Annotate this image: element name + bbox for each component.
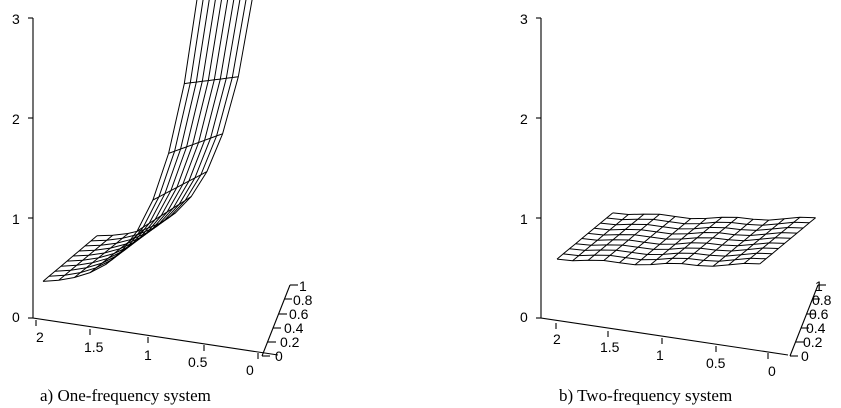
z-tick-label: 1	[520, 211, 528, 227]
mesh-line-y	[73, 0, 277, 256]
caption: a) One-frequency system	[40, 386, 211, 405]
x-tick-label: 1	[656, 347, 664, 363]
mesh-line-y	[43, 0, 247, 281]
z-tick-label: 2	[520, 111, 528, 127]
mesh-line-x	[651, 218, 707, 264]
surface-plot-one-frequency: 3 2 1 0 2 1.5 1 0.5 0 0 0.2 0.	[12, 0, 313, 405]
surface-mesh	[557, 213, 816, 266]
z-tick-label: 2	[12, 111, 20, 127]
z-axis: 3 2 1 0	[12, 11, 278, 355]
x-tick-label: 0.5	[706, 355, 726, 371]
y-tick-label: 1	[299, 278, 307, 294]
y-tick-label: 0.8	[293, 292, 313, 308]
mesh-line-x	[122, 213, 176, 251]
x-axis: 2 1.5 1 0.5 0	[553, 323, 776, 379]
x-axis: 2 1.5 1 0.5 0	[36, 320, 258, 378]
x-tick-label: 1.5	[84, 339, 104, 355]
z-tick-label: 3	[12, 11, 20, 27]
caption: b) Two-frequency system	[559, 386, 732, 405]
z-tick-label: 3	[520, 11, 528, 27]
y-tick-label: 0.2	[803, 334, 823, 350]
y-tick-label: 0	[801, 348, 809, 364]
mesh-line-x	[573, 215, 629, 261]
mesh-line-y	[67, 0, 271, 261]
mesh-line-x	[729, 219, 785, 265]
surface-mesh	[43, 0, 301, 281]
x-tick-label: 2	[36, 329, 44, 345]
z-axis: 3 2 1 0	[520, 11, 788, 355]
y-tick-label: 0.6	[289, 306, 309, 322]
surface-plot-two-frequency: 3 2 1 0 2 1.5 1 0.5 0 0 0.2 0.	[520, 11, 832, 405]
x-tick-label: 0	[768, 363, 776, 379]
x-tick-label: 0.5	[188, 354, 208, 370]
y-tick-label: 0.2	[280, 334, 300, 350]
mesh-line-y	[49, 0, 253, 276]
mesh-line-y	[55, 0, 259, 271]
mesh-line-x	[557, 213, 613, 259]
mesh-line-x	[184, 77, 238, 84]
y-tick-label: 0.8	[812, 292, 832, 308]
z-tick-label: 0	[12, 309, 20, 325]
mesh-line-y	[79, 0, 283, 251]
mesh-line-x	[682, 217, 738, 263]
z-tick-label: 1	[12, 211, 20, 227]
z-tick-label: 0	[520, 309, 528, 325]
y-axis: 0 0.2 0.4 0.6 0.8 1	[790, 278, 832, 364]
y-axis: 0 0.2 0.4 0.6 0.8 1	[262, 278, 313, 364]
y-tick-label: 0	[275, 348, 283, 364]
x-tick-label: 2	[553, 331, 561, 347]
y-tick-label: 0.6	[809, 306, 829, 322]
y-tick-label: 1	[815, 278, 823, 294]
mesh-line-x	[137, 197, 191, 231]
x-tick-label: 0	[246, 362, 254, 378]
y-tick-label: 0.4	[284, 320, 304, 336]
mesh-line-y	[61, 0, 265, 266]
x-tick-label: 1	[144, 347, 152, 363]
y-tick-label: 0.4	[806, 320, 826, 336]
x-tick-label: 1.5	[600, 339, 620, 355]
